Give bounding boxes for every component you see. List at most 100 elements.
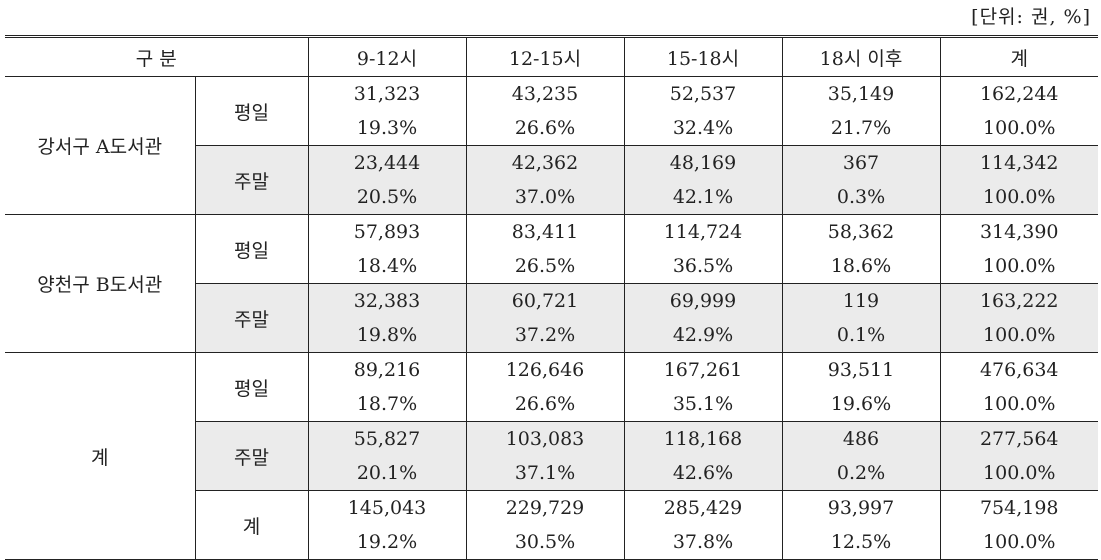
percent: 19.6% (830, 393, 892, 415)
count: 35,149 (827, 83, 895, 105)
count: 43,235 (511, 83, 579, 105)
count: 103,083 (505, 428, 585, 450)
count: 314,390 (979, 221, 1059, 243)
percent: 37.1% (514, 462, 576, 484)
cell-15-18: 52,537 32.4% (623, 76, 782, 146)
table-row: 계 평일 89,216 18.7% 126,646 26.6% 167,261 35.… (5, 352, 1098, 560)
count: 162,244 (979, 83, 1059, 105)
percent: 100.0% (983, 186, 1056, 208)
percent: 32.4% (672, 117, 734, 139)
percent: 36.5% (672, 255, 734, 277)
percent: 100.0% (983, 462, 1056, 484)
count: 23,444 (353, 152, 421, 174)
percent: 42.9% (672, 324, 734, 346)
cell-9-12: 55,827 20.1% (307, 421, 466, 491)
table-row: 주말 32,383 19.8% 60,721 37.2% 69,999 42.9% 1… (5, 283, 1098, 353)
header-col-12-15: 12-15시 (465, 35, 624, 77)
cell-9-12: 23,444 20.5% (307, 145, 466, 215)
group-label: 강서구 A도서관 (5, 76, 195, 215)
cell-12-15: 43,235 26.6% (465, 76, 624, 146)
cell-total: 163,222 100.0% (939, 283, 1098, 353)
percent: 35.1% (672, 393, 734, 415)
cell-after-18: 93,997 12.5% (781, 490, 940, 560)
table-row: 주말 55,827 20.1% 103,083 37.1% 118,168 42.6%… (5, 421, 1098, 491)
count: 367 (842, 152, 880, 174)
count: 58,362 (827, 221, 895, 243)
count: 229,729 (505, 497, 585, 519)
row-type: 주말 (194, 283, 308, 353)
percent: 20.5% (356, 186, 418, 208)
cell-15-18: 167,261 35.1% (623, 352, 782, 422)
count: 126,646 (505, 359, 585, 381)
unit-note: [단위: 권, %] (971, 6, 1091, 28)
percent: 0.1% (836, 324, 886, 346)
table-row: 계 145,043 19.2% 229,729 30.5% 285,429 37.8%… (5, 490, 1098, 560)
cell-12-15: 60,721 37.2% (465, 283, 624, 353)
cell-total: 754,198 100.0% (939, 490, 1098, 560)
cell-after-18: 119 0.1% (781, 283, 940, 353)
row-type: 주말 (194, 421, 308, 491)
header-col-15-18: 15-18시 (623, 35, 782, 77)
cell-12-15: 42,362 37.0% (465, 145, 624, 215)
cell-after-18: 93,511 19.6% (781, 352, 940, 422)
count: 57,893 (353, 221, 421, 243)
count: 60,721 (511, 290, 579, 312)
header-row: 구 분 9-12시 12-15시 15-18시 18시 이후 계 (5, 35, 1098, 77)
percent: 12.5% (830, 531, 892, 553)
percent: 100.0% (983, 531, 1056, 553)
table-row: 주말 23,444 20.5% 42,362 37.0% 48,169 42.1% 3… (5, 145, 1098, 215)
header-group: 구 분 (5, 35, 308, 77)
library-usage-table: 구 분 9-12시 12-15시 15-18시 18시 이후 계 강서구 A도서… (5, 35, 1098, 560)
row-type: 평일 (194, 214, 308, 284)
percent: 100.0% (983, 255, 1056, 277)
percent: 26.5% (514, 255, 576, 277)
cell-after-18: 367 0.3% (781, 145, 940, 215)
row-type: 계 (194, 490, 308, 560)
cell-9-12: 145,043 19.2% (307, 490, 466, 560)
cell-total: 114,342 100.0% (939, 145, 1098, 215)
percent: 100.0% (983, 324, 1056, 346)
count: 754,198 (979, 497, 1059, 519)
percent: 26.6% (514, 393, 576, 415)
percent: 26.6% (514, 117, 576, 139)
count: 52,537 (669, 83, 737, 105)
count: 83,411 (511, 221, 579, 243)
percent: 19.8% (356, 324, 418, 346)
count: 31,323 (353, 83, 421, 105)
cell-total: 162,244 100.0% (939, 76, 1098, 146)
cell-total: 314,390 100.0% (939, 214, 1098, 284)
row-type: 평일 (194, 352, 308, 422)
count: 145,043 (347, 497, 427, 519)
cell-total: 476,634 100.0% (939, 352, 1098, 422)
count: 167,261 (663, 359, 743, 381)
cell-12-15: 126,646 26.6% (465, 352, 624, 422)
cell-15-18: 48,169 42.1% (623, 145, 782, 215)
percent: 20.1% (356, 462, 418, 484)
cell-9-12: 89,216 18.7% (307, 352, 466, 422)
count: 93,997 (827, 497, 895, 519)
count: 114,342 (979, 152, 1059, 174)
percent: 0.2% (836, 462, 886, 484)
count: 119 (842, 290, 880, 312)
cell-12-15: 83,411 26.5% (465, 214, 624, 284)
count: 55,827 (353, 428, 421, 450)
cell-9-12: 31,323 19.3% (307, 76, 466, 146)
percent: 18.4% (356, 255, 418, 277)
percent: 100.0% (983, 393, 1056, 415)
row-type: 주말 (194, 145, 308, 215)
count: 93,511 (827, 359, 895, 381)
count: 32,383 (353, 290, 421, 312)
group-label: 계 (5, 352, 195, 560)
table-row: 강서구 A도서관 평일 31,323 19.3% 43,235 26.6% 52,5… (5, 76, 1098, 215)
count: 285,429 (663, 497, 743, 519)
percent: 19.2% (356, 531, 418, 553)
count: 163,222 (979, 290, 1059, 312)
percent: 100.0% (983, 117, 1056, 139)
count: 118,168 (663, 428, 743, 450)
count: 48,169 (669, 152, 737, 174)
cell-12-15: 103,083 37.1% (465, 421, 624, 491)
percent: 42.1% (672, 186, 734, 208)
header-col-after-18: 18시 이후 (781, 35, 940, 77)
header-col-9-12: 9-12시 (307, 35, 466, 77)
cell-15-18: 285,429 37.8% (623, 490, 782, 560)
